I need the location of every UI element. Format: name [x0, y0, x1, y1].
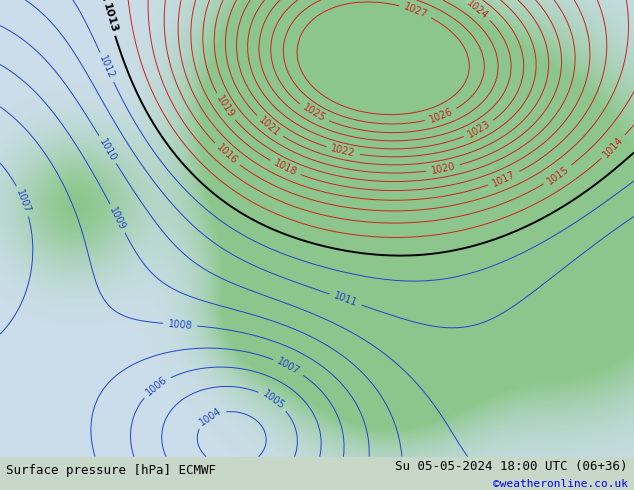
- Text: 1007: 1007: [275, 356, 302, 377]
- Text: 1015: 1015: [545, 164, 571, 186]
- Text: 1007: 1007: [15, 188, 32, 214]
- Text: 1006: 1006: [144, 375, 169, 398]
- Text: 1019: 1019: [214, 94, 236, 120]
- Text: 1021: 1021: [257, 115, 282, 138]
- Text: 1026: 1026: [428, 106, 455, 125]
- Text: 1014: 1014: [602, 134, 626, 159]
- Text: 1011: 1011: [332, 291, 359, 309]
- Text: 1025: 1025: [301, 102, 327, 124]
- Text: 1009: 1009: [108, 205, 127, 232]
- Text: 1012: 1012: [97, 54, 116, 80]
- Text: 1027: 1027: [402, 1, 429, 20]
- Text: 1022: 1022: [330, 144, 356, 159]
- Text: 1016: 1016: [214, 143, 239, 167]
- Text: 1008: 1008: [167, 318, 193, 331]
- Text: 1023: 1023: [466, 119, 493, 140]
- Text: 1010: 1010: [97, 137, 118, 163]
- Text: 1024: 1024: [465, 0, 490, 21]
- Text: 1017: 1017: [491, 169, 517, 189]
- Text: Su 05-05-2024 18:00 UTC (06+36): Su 05-05-2024 18:00 UTC (06+36): [395, 460, 628, 472]
- Text: 1020: 1020: [430, 161, 456, 176]
- Text: 1018: 1018: [272, 158, 298, 178]
- Text: Surface pressure [hPa] ECMWF: Surface pressure [hPa] ECMWF: [6, 464, 216, 476]
- Text: 1005: 1005: [261, 389, 286, 412]
- Text: 1004: 1004: [197, 406, 223, 428]
- Text: ©weatheronline.co.uk: ©weatheronline.co.uk: [493, 479, 628, 489]
- Text: 1013: 1013: [101, 2, 119, 34]
